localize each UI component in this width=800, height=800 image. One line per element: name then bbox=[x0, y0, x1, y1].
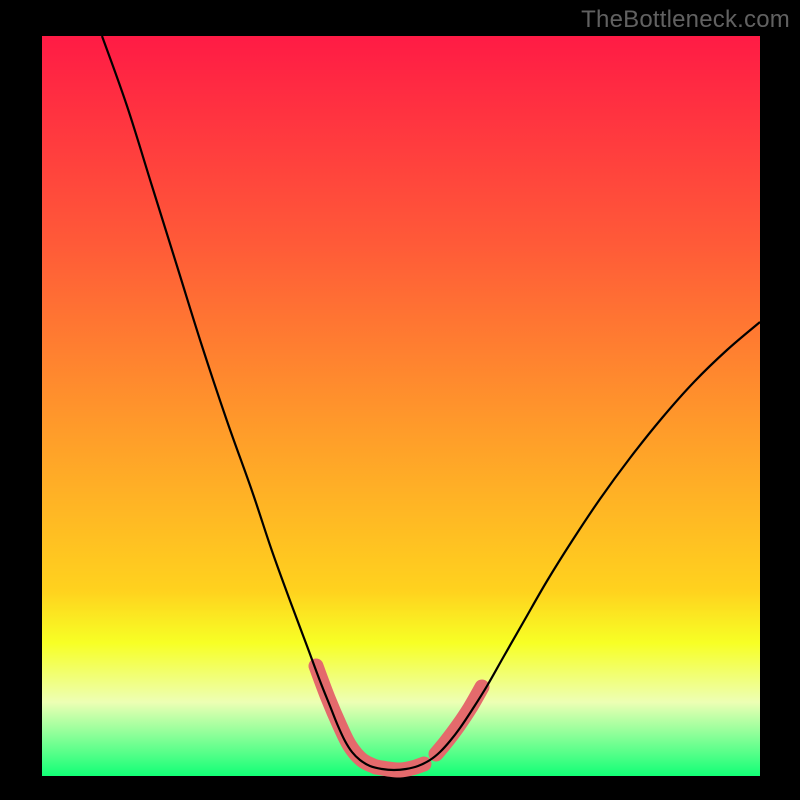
highlight-right-segment bbox=[436, 687, 482, 754]
chart-stage: TheBottleneck.com bbox=[0, 0, 800, 800]
chart-svg bbox=[0, 0, 800, 800]
bottleneck-curve bbox=[102, 36, 760, 770]
watermark-text: TheBottleneck.com bbox=[581, 6, 790, 34]
highlight-left-segment bbox=[316, 666, 376, 767]
